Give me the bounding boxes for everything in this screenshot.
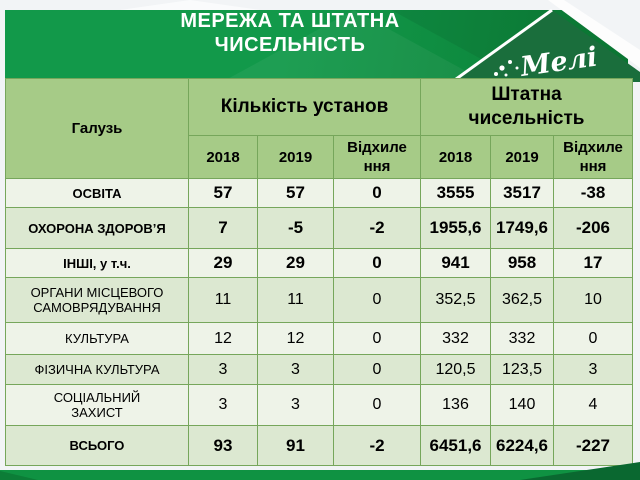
table-row: ВСЬОГО 93 91 -2 6451,6 6224,6 -227 — [5, 425, 633, 466]
cell-value: -227 — [553, 425, 633, 466]
cell-value: 17 — [553, 248, 633, 278]
cell-value: 91 — [257, 425, 334, 466]
cell-value: 0 — [333, 384, 421, 426]
cell-value: -5 — [257, 207, 334, 249]
cell-value: -38 — [553, 178, 633, 208]
sub-header: Відхиле ння — [553, 135, 633, 179]
group-header-institutions: Кількість установ — [188, 78, 421, 136]
table-row: ОСВІТА 57 57 0 3555 3517 -38 — [5, 178, 633, 208]
row-label: ІНШІ, у т.ч. — [5, 248, 189, 278]
cell-value: 0 — [333, 322, 421, 355]
cell-value: 3555 — [420, 178, 491, 208]
cell-value: 123,5 — [490, 354, 554, 385]
cell-value: 3517 — [490, 178, 554, 208]
logo-roof-triangle — [452, 10, 640, 82]
cell-value: 0 — [333, 178, 421, 208]
city-logo: Мелі — [451, 0, 640, 82]
cell-value: 6224,6 — [490, 425, 554, 466]
cell-value: 6451,6 — [420, 425, 491, 466]
cell-value: 136 — [420, 384, 491, 426]
cell-value: 3 — [188, 354, 258, 385]
row-label: СОЦІАЛЬНИЙ ЗАХИСТ — [5, 384, 189, 426]
table-row: КУЛЬТУРА 12 12 0 332 332 0 — [5, 322, 633, 355]
sub-header: Відхиле ння — [333, 135, 421, 179]
cell-value: 10 — [553, 277, 633, 323]
cell-value: 0 — [553, 322, 633, 355]
cell-value: 3 — [553, 354, 633, 385]
group-header-staff: Штатна чисельність — [420, 78, 633, 136]
cell-value: 3 — [257, 354, 334, 385]
column-header-sector: Галузь — [5, 78, 189, 179]
bottom-bar — [0, 462, 640, 480]
slide-title: МЕРЕЖА ТА ШТАТНА ЧИСЕЛЬНІСТЬ — [180, 10, 400, 56]
row-label: КУЛЬТУРА — [5, 322, 189, 355]
cell-value: 29 — [257, 248, 334, 278]
cell-value: 11 — [188, 277, 258, 323]
cell-value: 12 — [257, 322, 334, 355]
data-table: Галузь Кількість установ Штатна чисельніст… — [5, 78, 633, 466]
cell-value: 120,5 — [420, 354, 491, 385]
cell-value: 7 — [188, 207, 258, 249]
bottom-bar-base — [0, 470, 640, 480]
cell-value: -2 — [333, 207, 421, 249]
cell-value: -2 — [333, 425, 421, 466]
cell-value: 1749,6 — [490, 207, 554, 249]
cell-value: 140 — [490, 384, 554, 426]
row-label: ОСВІТА — [5, 178, 189, 208]
row-label: ФІЗИЧНА КУЛЬТУРА — [5, 354, 189, 385]
logo-stripe — [548, 0, 640, 68]
table-row: ФІЗИЧНА КУЛЬТУРА 3 3 0 120,5 123,5 3 — [5, 354, 633, 385]
cell-value: 332 — [490, 322, 554, 355]
cell-value: 958 — [490, 248, 554, 278]
cell-value: 3 — [188, 384, 258, 426]
sub-header: 2018 — [420, 135, 491, 179]
cell-value: 332 — [420, 322, 491, 355]
row-label: ОХОРОНА ЗДОРОВ’Я — [5, 207, 189, 249]
bottom-bar-right-wedge — [520, 462, 640, 480]
logo-flowers-icon — [494, 60, 519, 77]
cell-value: 0 — [333, 248, 421, 278]
table-row: ОРГАНИ МІСЦЕВОГО САМОВРЯДУВАННЯ 11 11 0 352,… — [5, 277, 633, 323]
background-chevron — [120, 0, 260, 10]
cell-value: 362,5 — [490, 277, 554, 323]
cell-value: 4 — [553, 384, 633, 426]
cell-value: 0 — [333, 277, 421, 323]
table-row: ОХОРОНА ЗДОРОВ’Я 7 -5 -2 1955,6 1749,6 -206 — [5, 207, 633, 249]
cell-value: 352,5 — [420, 277, 491, 323]
bottom-bar-left-wedge — [0, 471, 38, 480]
cell-value: 57 — [188, 178, 258, 208]
sub-header: 2018 — [188, 135, 258, 179]
table-row: СОЦІАЛЬНИЙ ЗАХИСТ 3 3 0 136 140 4 — [5, 384, 633, 426]
row-label: ОРГАНИ МІСЦЕВОГО САМОВРЯДУВАННЯ — [5, 277, 189, 323]
cell-value: 941 — [420, 248, 491, 278]
cell-value: 3 — [257, 384, 334, 426]
sub-header: 2019 — [490, 135, 554, 179]
cell-value: 93 — [188, 425, 258, 466]
logo-roof-edge — [451, 8, 553, 82]
cell-value: 11 — [257, 277, 334, 323]
sub-header: 2019 — [257, 135, 334, 179]
table-row: ІНШІ, у т.ч. 29 29 0 941 958 17 — [5, 248, 633, 278]
row-label: ВСЬОГО — [5, 425, 189, 466]
cell-value: 29 — [188, 248, 258, 278]
cell-value: 1955,6 — [420, 207, 491, 249]
cell-value: 57 — [257, 178, 334, 208]
cell-value: 0 — [333, 354, 421, 385]
cell-value: -206 — [553, 207, 633, 249]
cell-value: 12 — [188, 322, 258, 355]
